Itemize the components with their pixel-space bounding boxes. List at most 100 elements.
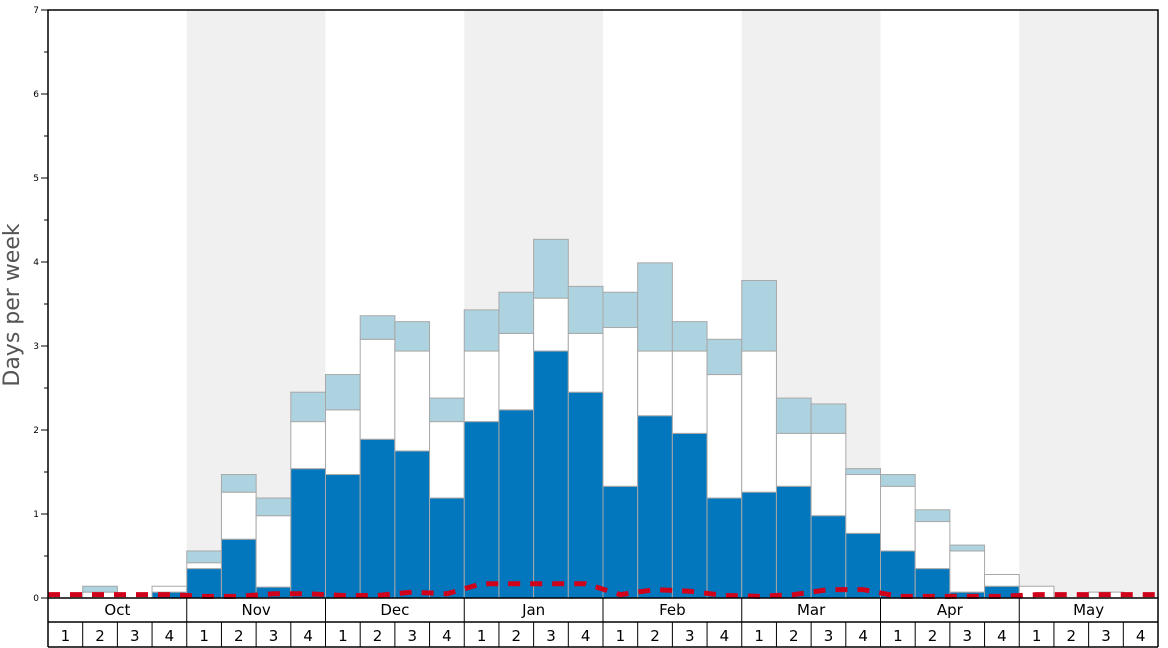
bar-segment [463, 309, 500, 352]
bar-segment [810, 403, 847, 434]
week-label: 2 [512, 627, 522, 645]
y-tick-label: 5 [33, 174, 39, 184]
bar-layer [82, 238, 1124, 599]
bar-segment [429, 397, 465, 423]
axis-layer: 0 1 2 3 4 5 6 7 Oct Nov Dec Jan Feb Mar Apr May 1 2 3 4 1 2 3 4… [33, 6, 1159, 648]
week-label: 2 [234, 627, 244, 645]
average-line-layer [48, 581, 1158, 599]
bar-segment [880, 485, 916, 552]
bar-segment [775, 432, 812, 487]
week-label: 4 [442, 627, 452, 645]
bar-segment [810, 515, 847, 599]
bar-segment [914, 521, 951, 570]
week-label: 2 [789, 627, 799, 645]
bar-segment [151, 585, 188, 593]
bar-segment [845, 468, 881, 476]
week-label: 1 [61, 627, 71, 645]
week-label: 3 [685, 627, 695, 645]
bar-segment [325, 474, 361, 599]
month-label-nov: Nov [241, 601, 270, 619]
month-label-dec: Dec [380, 601, 409, 619]
week-label: 1 [893, 627, 903, 645]
month-label-may: May [1073, 601, 1104, 619]
week-label: 4 [165, 627, 175, 645]
bar-segment [741, 491, 777, 599]
bar-segment [533, 238, 569, 299]
bar-segment [394, 350, 431, 452]
month-band-oct [48, 10, 187, 598]
bar-segment [533, 350, 569, 599]
y-tick-label: 6 [33, 90, 39, 100]
week-label: 2 [373, 627, 383, 645]
week-label: 4 [997, 627, 1007, 645]
month-label-feb: Feb [659, 601, 686, 619]
bar-segment [359, 438, 396, 599]
bar-segment [498, 409, 535, 599]
bar-segment [325, 374, 361, 411]
average-line [48, 581, 1158, 599]
bar-segment [359, 315, 396, 340]
month-label-jan: Jan [521, 601, 545, 619]
week-label: 2 [928, 627, 938, 645]
bar-segment [82, 585, 118, 593]
bar-segment [706, 374, 743, 499]
bar-segment [880, 474, 916, 487]
bar-segment [220, 538, 257, 599]
bar-segment [533, 297, 569, 352]
bar-segment [429, 421, 465, 499]
week-label: 2 [1067, 627, 1077, 645]
bar-segment [914, 509, 951, 523]
bar-segment [498, 291, 535, 334]
bar-segment [741, 350, 777, 493]
bar-segment [394, 450, 431, 599]
y-tick-label: 4 [33, 258, 39, 268]
bar-segment [671, 350, 708, 434]
week-label: 3 [824, 627, 834, 645]
bar-segment [290, 421, 326, 470]
bar-segment [186, 550, 222, 564]
bar-segment [637, 350, 673, 417]
bar-segment [914, 568, 951, 599]
month-label-oct: Oct [104, 601, 130, 619]
bar-segment [255, 515, 292, 588]
week-label: 4 [720, 627, 730, 645]
bar-segment [637, 415, 673, 599]
week-label: 1 [754, 627, 764, 645]
bar-segment [671, 432, 708, 599]
bar-segment [602, 485, 639, 599]
week-label: 1 [199, 627, 209, 645]
week-label: 3 [407, 627, 417, 645]
y-tick-label: 1 [33, 510, 39, 520]
week-label: 3 [546, 627, 556, 645]
bar-segment [706, 497, 743, 599]
week-label: 1 [338, 627, 348, 645]
bar-segment [602, 291, 639, 329]
week-label: 4 [1136, 627, 1146, 645]
week-label: 3 [1101, 627, 1111, 645]
bar-segment [637, 262, 673, 352]
y-tick-label: 3 [33, 342, 39, 352]
month-label-mar: Mar [797, 601, 826, 619]
bar-segment [880, 550, 916, 599]
bar-segment [775, 397, 812, 434]
bar-segment [498, 332, 535, 411]
y-tick-label: 2 [33, 426, 39, 436]
bar-segment [290, 391, 326, 423]
week-label: 3 [130, 627, 140, 645]
bar-segment [186, 562, 222, 570]
bar-segment [706, 338, 743, 376]
bar-segment [220, 491, 257, 540]
bar-segment [359, 338, 396, 440]
bar-segment [220, 474, 257, 493]
y-tick-label: 0 [33, 594, 39, 604]
week-label: 3 [962, 627, 972, 645]
y-axis-label: Days per week [0, 223, 25, 386]
week-label: 1 [477, 627, 487, 645]
y-tick-label: 7 [33, 6, 39, 16]
bar-segment [671, 321, 708, 352]
bar-segment [810, 432, 847, 517]
bar-segment [984, 573, 1020, 587]
bar-segment [429, 497, 465, 599]
week-label: 1 [616, 627, 626, 645]
